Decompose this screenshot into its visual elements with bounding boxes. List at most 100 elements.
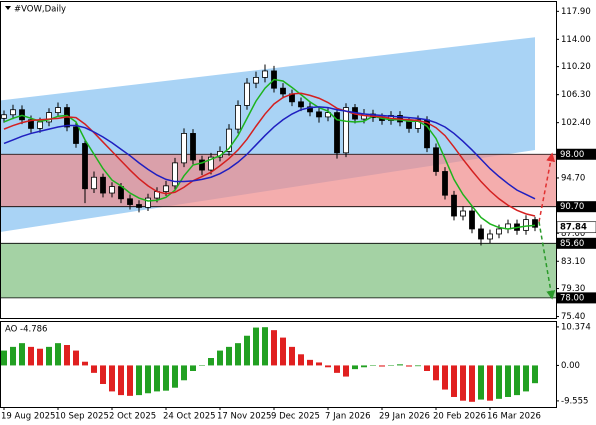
main-panel [1, 37, 556, 299]
candle-body [343, 107, 349, 154]
candle-body [478, 228, 484, 240]
ao-bar [28, 346, 34, 366]
candle-body [280, 87, 286, 95]
ao-bar [388, 365, 394, 366]
ao-bar [361, 365, 367, 368]
moving-average [3, 106, 536, 200]
ao-bar [460, 365, 466, 401]
level-label-box [557, 237, 596, 249]
ao-bar [136, 365, 142, 396]
y-tick-label: 106.30 [561, 90, 591, 100]
ao-bar [451, 365, 457, 397]
candle-body [118, 186, 124, 200]
ao-bar [262, 327, 268, 366]
ao-bar [406, 365, 412, 367]
candle-body [469, 210, 475, 230]
candle-body [532, 219, 538, 228]
main-frame [0, 1, 557, 319]
ao-bar [37, 348, 43, 366]
candle-body [190, 133, 196, 161]
candle-body [442, 171, 448, 196]
candle-body [316, 111, 322, 118]
ao-bar [19, 343, 25, 366]
ao-bar [208, 358, 214, 366]
x-tick-label: 7 Jan 2026 [325, 412, 371, 422]
ao-bar [163, 365, 169, 391]
candle-body [136, 204, 142, 208]
x-tick-label: 9 Dec 2025 [271, 412, 320, 422]
candle-body [406, 121, 412, 129]
ao-bar [280, 337, 286, 366]
ao-bar [55, 343, 61, 366]
ao-bar [469, 365, 475, 402]
candle-body [73, 126, 79, 144]
ao-bar [505, 365, 511, 397]
candle-body [37, 121, 43, 129]
candle-body [91, 176, 97, 190]
candle-body [181, 133, 187, 164]
y-tick-label: 79.30 [561, 284, 585, 294]
candle-body [496, 228, 502, 235]
level-label: 90.70 [560, 202, 584, 212]
candle-body [433, 147, 439, 172]
x-tick-label: 17 Nov 2025 [217, 412, 271, 422]
ao-bar [1, 350, 7, 366]
candle-body [226, 128, 232, 152]
candle-body [487, 233, 493, 240]
forecast-arrow [538, 221, 556, 300]
ao-bar [82, 361, 88, 366]
y-tick-label: 94.70 [561, 173, 585, 183]
price-label: 87.84 [560, 223, 587, 233]
ao-bar [91, 365, 97, 373]
level-label: 85.60 [560, 239, 584, 249]
ao-bar [226, 346, 232, 366]
ao-bar [271, 330, 277, 366]
candle-body [1, 114, 7, 119]
ao-bar [235, 343, 241, 366]
ao-bar [487, 365, 493, 401]
ao-bar [10, 346, 16, 366]
ao-bar [172, 365, 178, 388]
ao-bar [424, 365, 430, 371]
candle-body [127, 198, 133, 205]
y-tick-label: 75.40 [561, 312, 585, 322]
candle-body [10, 109, 16, 116]
ao-bar [46, 346, 52, 366]
ao-bar [415, 365, 421, 367]
ao-bar [523, 365, 529, 392]
ao-bar [64, 345, 70, 366]
y-tick-label: 10.374 [561, 322, 591, 332]
candle-body [451, 194, 457, 217]
moving-average [3, 78, 536, 230]
x-tick-label: 19 Aug 2025 [1, 412, 55, 422]
x-tick-label: 20 Feb 2026 [433, 412, 486, 422]
ao-bar [370, 365, 376, 366]
price-label-box [556, 221, 596, 234]
ao-bar [145, 365, 151, 394]
candle-body [163, 185, 169, 192]
menu-icon[interactable] [5, 6, 11, 10]
level-label-box [557, 292, 596, 304]
candle-body [145, 197, 151, 208]
candle-body [55, 107, 61, 113]
ao-bar [325, 365, 331, 368]
candle-body [82, 143, 88, 190]
ao-bar [289, 346, 295, 366]
candle-body [460, 210, 466, 217]
ao-frame [0, 321, 557, 408]
x-tick-label: 10 Sep 2025 [55, 412, 109, 422]
ao-bar [109, 365, 115, 392]
y-tick-label: 117.90 [561, 7, 591, 17]
x-tick-label: 29 Jan 2026 [379, 412, 430, 422]
candle-body [172, 162, 178, 187]
ao-bar [379, 365, 385, 367]
ao-bar [298, 354, 304, 366]
candle-body [199, 159, 205, 171]
candle-body [46, 112, 52, 123]
candle-body [334, 112, 340, 154]
level-label: 98.00 [560, 150, 584, 160]
ao-bar [244, 335, 250, 366]
ao-bar [127, 365, 133, 396]
ao-bar [73, 350, 79, 366]
